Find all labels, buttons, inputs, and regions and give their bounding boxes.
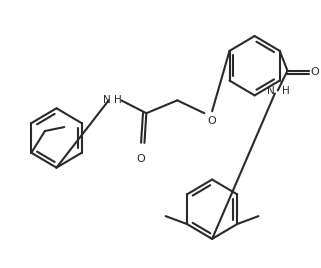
Text: O: O [136, 154, 145, 164]
Text: N: N [103, 95, 111, 105]
Text: N: N [267, 87, 275, 96]
Text: H: H [115, 95, 122, 105]
Text: O: O [311, 67, 319, 77]
Text: H: H [282, 87, 290, 96]
Text: O: O [207, 116, 216, 126]
